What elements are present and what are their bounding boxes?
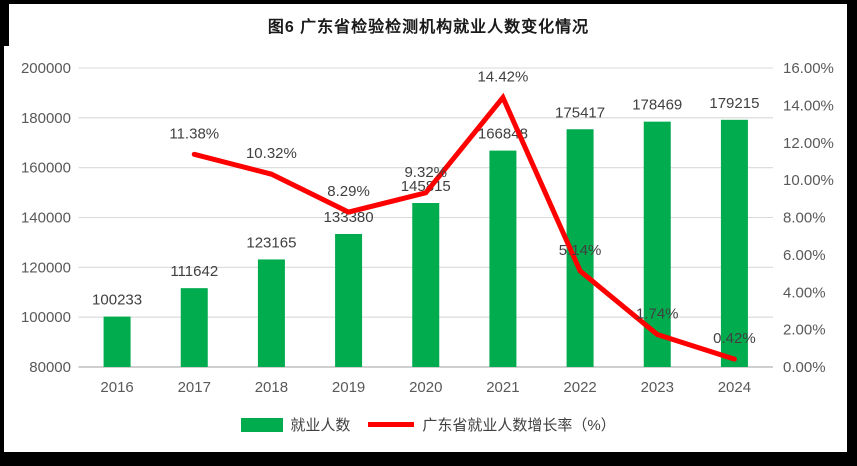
- right-axis-tick-label: 6.00%: [783, 247, 826, 264]
- x-axis-label: 2018: [255, 379, 288, 396]
- chart-legend: 就业人数 广东省就业人数增长率（%）: [0, 414, 857, 435]
- left-axis-tick-label: 120000: [21, 259, 71, 276]
- bar-value-label: 178469: [632, 97, 682, 114]
- right-axis-tick-label: 0.00%: [783, 359, 826, 376]
- legend-bar-swatch-icon: [241, 417, 284, 432]
- x-axis-label: 2022: [563, 379, 596, 396]
- bar-value-label: 123165: [246, 234, 296, 251]
- left-axis-tick-label: 140000: [21, 210, 71, 227]
- growth-rate-label: 5.14%: [559, 242, 602, 259]
- employment-bar: [335, 233, 363, 367]
- employment-bar: [180, 288, 208, 367]
- left-axis-tick-label: 180000: [21, 110, 71, 127]
- growth-rate-label: 1.74%: [636, 305, 679, 322]
- employment-bar: [489, 150, 517, 367]
- growth-rate-label: 9.32%: [404, 164, 447, 181]
- chart-title: 图6 广东省检验检测机构就业人数变化情况: [267, 19, 590, 36]
- x-axis-label: 2023: [641, 379, 674, 396]
- right-axis-tick-label: 16.00%: [783, 60, 834, 77]
- legend-line-swatch-icon: [368, 422, 415, 427]
- right-axis-tick-label: 12.00%: [783, 135, 834, 152]
- growth-rate-line: [191, 92, 737, 362]
- growth-rate-label: 14.42%: [477, 69, 528, 86]
- employment-bar: [643, 121, 671, 367]
- frame-corner-notch: [0, 0, 9, 46]
- growth-rate-label: 8.29%: [327, 183, 370, 200]
- bar-value-label: 100233: [92, 292, 142, 309]
- legend-bar-label: 就业人数: [290, 417, 351, 434]
- x-axis-label: 2019: [332, 379, 365, 396]
- left-axis-tick-label: 80000: [29, 359, 71, 376]
- employment-bar: [257, 259, 285, 367]
- x-axis-label: 2017: [178, 379, 211, 396]
- bar-value-label: 111642: [170, 263, 218, 280]
- employment-bar: [720, 119, 748, 367]
- growth-rate-label: 10.32%: [246, 145, 297, 162]
- right-axis-tick-label: 10.00%: [783, 172, 834, 189]
- bar-value-label: 179215: [709, 95, 759, 112]
- legend-line-label: 广东省就业人数增长率（%）: [422, 417, 616, 434]
- employment-bar: [103, 316, 131, 367]
- growth-rate-label: 11.38%: [169, 125, 219, 142]
- right-axis-tick-label: 14.00%: [783, 97, 834, 114]
- right-axis-tick-label: 4.00%: [783, 284, 826, 301]
- left-axis-tick-label: 200000: [21, 60, 71, 77]
- x-axis-label: 2020: [409, 379, 442, 396]
- left-axis-tick-label: 160000: [21, 160, 71, 177]
- bar-value-label: 133380: [324, 209, 374, 226]
- employment-bar: [412, 203, 440, 367]
- x-axis-label: 2016: [100, 379, 133, 396]
- right-axis-tick-label: 2.00%: [783, 322, 826, 339]
- left-axis-tick-label: 100000: [21, 309, 71, 326]
- bar-value-label: 145815: [401, 178, 451, 195]
- x-axis-label: 2021: [486, 379, 519, 396]
- growth-rate-label: 0.42%: [713, 330, 756, 347]
- x-axis-label: 2024: [718, 379, 751, 396]
- bar-value-label: 175417: [555, 104, 605, 121]
- right-axis-tick-label: 8.00%: [783, 210, 826, 227]
